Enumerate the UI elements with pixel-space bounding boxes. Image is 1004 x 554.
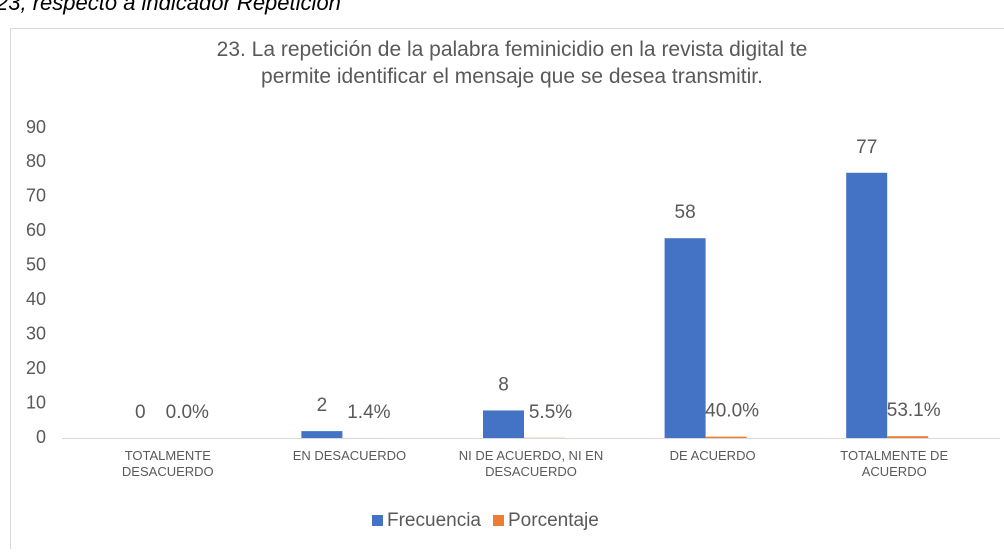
data-label: 5.5%	[529, 402, 572, 423]
data-label: 53.1%	[887, 400, 941, 421]
caption: 23, respecto a indicador Repetición	[0, 0, 341, 15]
x-tick-label: EN DESACUERDO	[293, 448, 406, 463]
data-label: 8	[498, 374, 509, 395]
y-tick-label: 0	[36, 427, 46, 447]
data-label: 1.4%	[347, 402, 390, 423]
data-label: 58	[675, 202, 696, 223]
bar	[483, 410, 524, 438]
data-label: 2	[317, 395, 328, 416]
bar	[301, 431, 342, 438]
y-tick-label: 20	[26, 358, 46, 378]
bar	[887, 436, 928, 438]
y-tick-label: 70	[26, 186, 46, 206]
legend-label: Frecuencia	[387, 510, 481, 531]
data-label: 40.0%	[705, 401, 759, 422]
y-tick-label: 10	[26, 392, 46, 412]
y-tick-label: 60	[26, 220, 46, 240]
bar	[706, 437, 747, 438]
legend-swatch	[372, 515, 383, 526]
data-label: 77	[856, 137, 877, 158]
y-tick-label: 30	[26, 323, 46, 343]
x-tick-label: DE ACUERDO	[670, 448, 756, 463]
legend-swatch	[493, 515, 504, 526]
data-label: 0	[135, 402, 146, 423]
bar	[665, 238, 706, 438]
y-tick-label: 80	[26, 151, 46, 171]
data-label: 0.0%	[166, 402, 209, 423]
y-tick-label: 50	[26, 255, 46, 275]
y-tick-label: 40	[26, 289, 46, 309]
legend-label: Porcentaje	[508, 510, 599, 531]
y-tick-label: 90	[26, 117, 46, 137]
bar	[846, 173, 887, 438]
